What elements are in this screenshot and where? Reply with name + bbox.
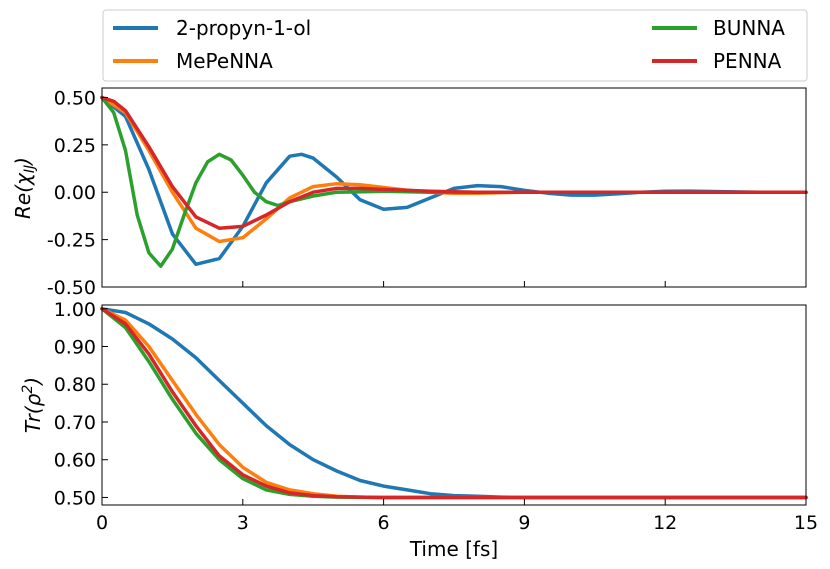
x-axis-title: Time [fs] xyxy=(409,537,498,561)
top-series-line-bunna xyxy=(100,95,808,268)
bottom-y-tick-label: 0.50 xyxy=(54,487,96,509)
legend: 2-propyn-1-ol MePeNNA BUNNA PENNA xyxy=(102,9,808,82)
bottom-x-tick-label: 15 xyxy=(794,512,818,534)
legend-label-bunna: BUNNA xyxy=(713,16,785,40)
legend-label-penna: PENNA xyxy=(713,49,782,73)
top-y-tick-label: 0.25 xyxy=(54,135,96,157)
bottom-x-tick-label: 9 xyxy=(518,512,530,534)
legend-label-mepenna: MePeNNA xyxy=(176,49,273,73)
bottom-series-line-2-propyn-1-ol xyxy=(100,307,808,500)
bottom-series-line-mepenna xyxy=(100,307,808,500)
bottom-x-tick-label: 0 xyxy=(96,512,108,534)
bottom-x-tick-label: 12 xyxy=(653,512,677,534)
top-y-tick-label: 0.50 xyxy=(54,87,96,109)
bottom-panel-frame xyxy=(101,304,807,506)
top-y-tick-label: 0.00 xyxy=(54,182,96,204)
bottom-y-tick-label: 0.60 xyxy=(54,450,96,472)
bottom-y-tick-label: 0.90 xyxy=(54,337,96,359)
bottom-y-axis-title: Tr(ρ2) xyxy=(20,377,45,433)
bottom-x-tick-label: 3 xyxy=(237,512,249,534)
top-y-axis-title: Re(χIJ) xyxy=(11,157,38,219)
legend-label-propynol: 2-propyn-1-ol xyxy=(176,16,311,40)
bottom-y-tick-label: 0.70 xyxy=(54,412,96,434)
bottom-y-tick-label: 1.00 xyxy=(54,299,96,321)
bottom-panel: 1.000.900.800.700.600.500 3 6 9 12 15 Tr(ρ2) … xyxy=(20,299,818,561)
bottom-series-line-penna xyxy=(100,307,808,500)
top-y-tick-label: -0.50 xyxy=(47,277,96,299)
top-series-line-mepenna xyxy=(100,95,808,244)
top-series-line-2-propyn-1-ol xyxy=(100,95,808,267)
top-y-tick-label: -0.25 xyxy=(47,230,96,252)
bottom-x-tick-label: 6 xyxy=(378,512,390,534)
top-series-line-penna xyxy=(100,95,808,230)
top-panel: 0.50 0.25 0.00 -0.25 -0.50 Re(χIJ) xyxy=(11,87,808,299)
bottom-series-line-bunna xyxy=(100,307,808,500)
bottom-y-tick-label: 0.80 xyxy=(54,374,96,396)
legend-frame xyxy=(102,9,808,82)
top-panel-frame xyxy=(101,87,807,288)
